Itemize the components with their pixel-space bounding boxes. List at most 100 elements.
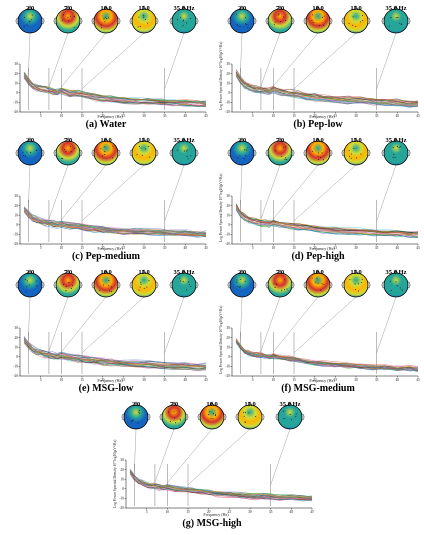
x-tick-label: 30 — [248, 510, 252, 514]
y-tick-label: 0 — [16, 223, 18, 227]
electrode-dot — [244, 17, 246, 19]
electrode-dot — [317, 155, 319, 157]
x-tick-label: 15 — [292, 114, 296, 118]
electrode-dot — [283, 279, 285, 281]
topomap-connector — [81, 296, 145, 353]
electrode-dot — [146, 286, 148, 288]
x-tick-label: 45 — [416, 114, 420, 118]
x-axis-label: Frequency (Hz) — [97, 378, 123, 383]
electrode-dot — [30, 19, 32, 21]
panel-caption: (b) Pep-low — [293, 119, 343, 130]
electrode-dot — [274, 150, 276, 152]
freq-label-2hz: 2.0 — [25, 269, 35, 276]
topomap-connector — [240, 296, 243, 343]
topomap-head-15hz — [129, 5, 159, 34]
electrode-dot — [139, 286, 141, 288]
topomap-head-15hz — [235, 401, 265, 430]
scalp-map — [267, 140, 293, 166]
topomap-head-15hz — [341, 269, 371, 298]
channel-trace — [23, 340, 207, 372]
electrode-dot — [283, 146, 285, 148]
channel-trace — [235, 208, 419, 239]
freq-label-15hz: 15.0 — [350, 269, 362, 276]
x-tick-label: 40 — [184, 114, 188, 118]
electrode-dot — [74, 147, 76, 149]
electrode-dot — [236, 24, 238, 26]
y-tick-label: 20 — [226, 204, 230, 208]
electrode-dot — [104, 153, 106, 155]
panel-caption: (e) MSG-low — [78, 383, 134, 394]
electrode-dot — [401, 289, 403, 291]
electrode-dot — [237, 157, 239, 159]
topomap-head-7hz — [265, 5, 295, 34]
electrode-dot — [214, 414, 216, 416]
electrode-dot — [168, 411, 170, 413]
topomap-head-2hz — [15, 137, 45, 166]
channel-trace — [235, 75, 419, 106]
channel-trace — [235, 207, 419, 235]
electrode-dot — [351, 153, 353, 155]
topomap-head-35hz — [169, 5, 199, 34]
electrode-dot — [350, 157, 352, 159]
electrode-dot — [104, 21, 106, 23]
x-tick-label: 10 — [272, 246, 276, 250]
electrode-dot — [236, 281, 238, 283]
electrode-dot — [311, 150, 313, 152]
channel-trace — [23, 76, 207, 107]
x-tick-label: 30 — [142, 246, 146, 250]
panel-pep-low-svg: -20 -10 0 10 20 30 5 10 15 20 25 30 35 40 45 — [225, 5, 420, 118]
electrode-dot — [148, 156, 150, 158]
topomap-connector — [260, 32, 281, 86]
y-tick-label: -20 — [119, 506, 124, 510]
freq-label-35hz: 35.0 Hz — [385, 137, 407, 144]
topomap-head-7hz — [265, 137, 295, 166]
x-tick-label: 40 — [184, 246, 188, 250]
panel-pep-medium-svg: -20 -10 0 10 20 30 5 10 15 20 25 30 35 40 45 — [13, 137, 208, 250]
scalp-map — [55, 272, 81, 298]
electrode-dot — [148, 146, 150, 148]
topomap-head-10hz — [91, 5, 121, 34]
electrode-dot — [104, 150, 106, 152]
y-tick-label: 20 — [14, 336, 18, 340]
x-tick-label: 20 — [313, 378, 317, 382]
scalp-map — [161, 404, 187, 430]
electrode-dot — [317, 152, 319, 154]
topomap-head-15hz — [341, 5, 371, 34]
channel-trace — [23, 338, 207, 368]
electrode-dot — [139, 25, 141, 27]
electrode-dot — [274, 21, 276, 23]
electrode-dot — [63, 284, 65, 286]
electrode-dot — [246, 149, 248, 151]
electrode-dot — [359, 21, 361, 23]
x-tick-label: 25 — [122, 246, 126, 250]
scalp-map — [237, 404, 263, 430]
y-tick-label: 0 — [228, 91, 230, 95]
freq-label-7hz: 7.0 — [275, 137, 285, 144]
channel-trace — [235, 74, 419, 107]
x-tick-label: 15 — [186, 510, 190, 514]
channel-trace — [129, 472, 313, 500]
electrode-dot — [110, 291, 112, 293]
freq-label-35hz: 35.0 Hz — [173, 5, 195, 12]
channel-trace — [129, 469, 313, 497]
electrode-dot — [244, 412, 246, 414]
electrode-dot — [187, 158, 189, 160]
freq-label-35hz: 35.0 Hz — [173, 269, 195, 276]
topomap-connector — [61, 296, 107, 352]
y-tick-label: -20 — [13, 110, 18, 114]
y-tick-label: 30 — [14, 194, 18, 198]
scalp-map — [383, 272, 409, 298]
x-tick-label: 5 — [252, 114, 254, 118]
y-tick-label: -10 — [119, 497, 124, 501]
channel-trace — [235, 205, 419, 234]
x-axis-label: Frequency (Hz) — [97, 246, 123, 251]
x-tick-label: 35 — [375, 114, 379, 118]
x-tick-label: 5 — [40, 114, 42, 118]
x-tick-label: 35 — [375, 246, 379, 250]
electrode-dot — [400, 23, 402, 25]
channel-trace — [23, 73, 207, 103]
freq-label-7hz: 7.0 — [63, 137, 73, 144]
channel-trace — [235, 72, 419, 105]
electrode-dot — [353, 147, 355, 149]
y-axis-label: Log Power Spectral Density 10*log10(μV²/… — [219, 173, 223, 242]
